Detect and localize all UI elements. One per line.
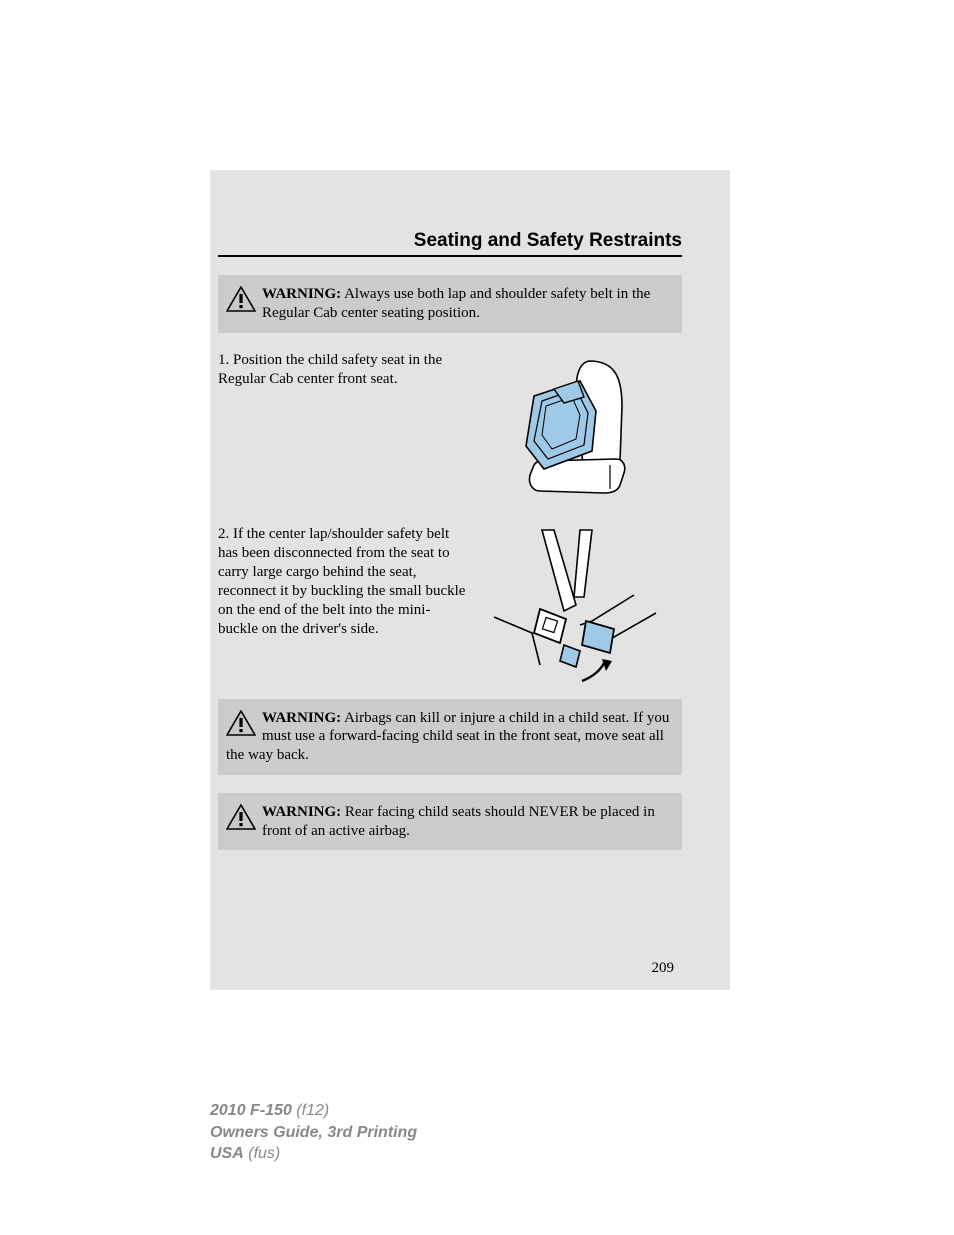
step-1-illustration — [484, 351, 664, 501]
footer-model: 2010 F-150 — [210, 1102, 292, 1119]
warning-icon — [226, 286, 256, 318]
page-content: Seating and Safety Restraints WARNING: A… — [210, 170, 700, 888]
warning-box-1: WARNING: Always use both lap and shoulde… — [218, 275, 682, 333]
step-2-text: 2. If the center lap/shoulder safety bel… — [218, 525, 468, 640]
page-number: 209 — [210, 960, 700, 977]
section-title: Seating and Safety Restraints — [218, 230, 682, 257]
warning-box-3: WARNING: Rear facing child seats should … — [218, 793, 682, 851]
warning-label: WARNING: — [262, 804, 341, 820]
step-2-illustration — [484, 525, 664, 675]
warning-icon — [226, 804, 256, 836]
warning-box-2: WARNING: Airbags can kill or injure a ch… — [218, 699, 682, 775]
footer-region: USA — [210, 1145, 244, 1162]
warning-icon — [226, 710, 256, 742]
step-2-row: 2. If the center lap/shoulder safety bel… — [218, 525, 682, 675]
footer-line2: Owners Guide, 3rd Printing — [210, 1122, 417, 1144]
step-1-text: 1. Position the child safety seat in the… — [218, 351, 468, 389]
footer-block: 2010 F-150 (f12) Owners Guide, 3rd Print… — [210, 1100, 417, 1165]
footer-model-code: (f12) — [296, 1102, 329, 1119]
step-1-row: 1. Position the child safety seat in the… — [218, 351, 682, 501]
warning-label: WARNING: — [262, 286, 341, 302]
footer-region-code: (fus) — [248, 1145, 280, 1162]
warning-label: WARNING: — [262, 710, 341, 726]
